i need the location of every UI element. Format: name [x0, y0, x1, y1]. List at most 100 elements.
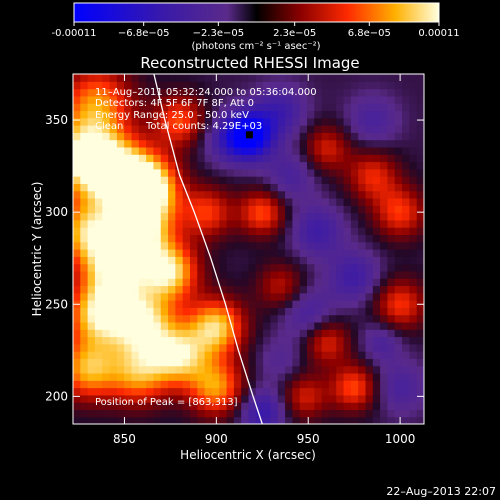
heatmap-cell — [270, 329, 279, 338]
heatmap-cell — [387, 125, 396, 133]
heatmap-cell — [255, 154, 264, 163]
heatmap-cell — [138, 190, 147, 199]
heatmap-cell — [321, 190, 330, 199]
heatmap-cell — [87, 292, 96, 301]
heatmap-cell — [197, 168, 206, 177]
heatmap-cell — [190, 146, 198, 155]
heatmap-cell — [175, 270, 184, 279]
heatmap-cell — [190, 190, 198, 199]
heatmap-cell — [263, 88, 272, 97]
heatmap-cell — [109, 88, 118, 97]
heatmap-cell — [307, 205, 315, 214]
heatmap-cell — [87, 402, 96, 411]
heatmap-cell — [182, 168, 191, 177]
heatmap-cell — [102, 227, 111, 236]
heatmap-cell — [175, 125, 184, 133]
heatmap-cell — [416, 285, 424, 294]
heatmap-cell — [321, 249, 330, 257]
heatmap-cell — [285, 292, 293, 301]
heatmap-cell — [263, 117, 272, 126]
heatmap-cell — [219, 227, 228, 236]
heatmap-cell — [153, 234, 162, 243]
heatmap-cell — [270, 176, 279, 184]
heatmap-cell — [138, 402, 147, 411]
heatmap-cell — [233, 249, 242, 257]
heatmap-cell — [73, 176, 81, 184]
heatmap-cell — [299, 409, 308, 418]
heatmap-cell — [182, 205, 191, 214]
heatmap-cell — [153, 416, 162, 424]
heatmap-cell — [219, 212, 228, 221]
heatmap-cell — [109, 197, 118, 206]
heatmap-cell — [226, 161, 235, 170]
heatmap-cell — [299, 321, 308, 330]
heatmap-cell — [131, 249, 140, 257]
heatmap-cell — [175, 372, 184, 381]
heatmap-cell — [73, 314, 81, 323]
heatmap-cell — [350, 234, 359, 243]
heatmap-cell — [409, 351, 418, 359]
heatmap-cell — [248, 205, 257, 214]
heatmap-cell — [116, 95, 125, 104]
heatmap-cell — [124, 351, 133, 359]
heatmap-cell — [168, 95, 176, 104]
heatmap-cell — [409, 227, 418, 236]
heatmap-cell — [94, 125, 103, 133]
heatmap-cell — [124, 241, 133, 250]
heatmap-cell — [87, 285, 96, 294]
heatmap-cell — [204, 365, 213, 374]
heatmap-cell — [138, 161, 147, 170]
heatmap-cell — [211, 372, 220, 381]
heatmap-cell — [124, 103, 133, 112]
heatmap-cell — [372, 402, 381, 411]
heatmap-cell — [160, 416, 169, 424]
heatmap-cell — [307, 336, 315, 345]
heatmap-cell — [168, 110, 176, 119]
heatmap-cell — [292, 197, 301, 206]
heatmap-cell — [263, 307, 272, 316]
heatmap-cell — [270, 125, 279, 133]
heatmap-cell — [314, 176, 323, 184]
heatmap-cell — [314, 416, 323, 424]
heatmap-cell — [285, 285, 293, 294]
heatmap-cell — [270, 81, 279, 90]
heatmap-cell — [182, 219, 191, 228]
heatmap-cell — [226, 336, 235, 345]
heatmap-cell — [416, 307, 424, 316]
heatmap-cell — [314, 183, 323, 192]
heatmap-cell — [146, 176, 155, 184]
heatmap-cell — [160, 219, 169, 228]
heatmap-cell — [263, 372, 272, 381]
heatmap-cell — [233, 380, 242, 389]
heatmap-cell — [94, 416, 103, 424]
heatmap-cell — [219, 307, 228, 316]
heatmap-cell — [299, 380, 308, 389]
heatmap-cell — [131, 300, 140, 308]
heatmap-cell — [241, 241, 250, 250]
heatmap-cell — [277, 74, 286, 82]
heatmap-cell — [285, 154, 293, 163]
heatmap-cell — [160, 270, 169, 279]
heatmap-cell — [409, 74, 418, 82]
heatmap-cell — [285, 176, 293, 184]
heatmap-cell — [365, 176, 374, 184]
heatmap-cell — [416, 205, 424, 214]
heatmap-cell — [350, 125, 359, 133]
heatmap-cell — [409, 110, 418, 119]
heatmap-cell — [299, 416, 308, 424]
heatmap-cell — [160, 358, 169, 367]
heatmap-cell — [73, 227, 81, 236]
heatmap-cell — [394, 154, 403, 163]
heatmap-cell — [387, 249, 396, 257]
heatmap-cell — [380, 380, 389, 389]
heatmap-cell — [402, 329, 410, 338]
heatmap-cell — [94, 168, 103, 177]
heatmap-cell — [168, 380, 176, 389]
heatmap-cell — [219, 343, 228, 352]
heatmap-cell — [255, 387, 264, 396]
heatmap-cell — [299, 183, 308, 192]
heatmap-cell — [153, 183, 162, 192]
heatmap-cell — [87, 168, 96, 177]
heatmap-cell — [116, 227, 125, 236]
